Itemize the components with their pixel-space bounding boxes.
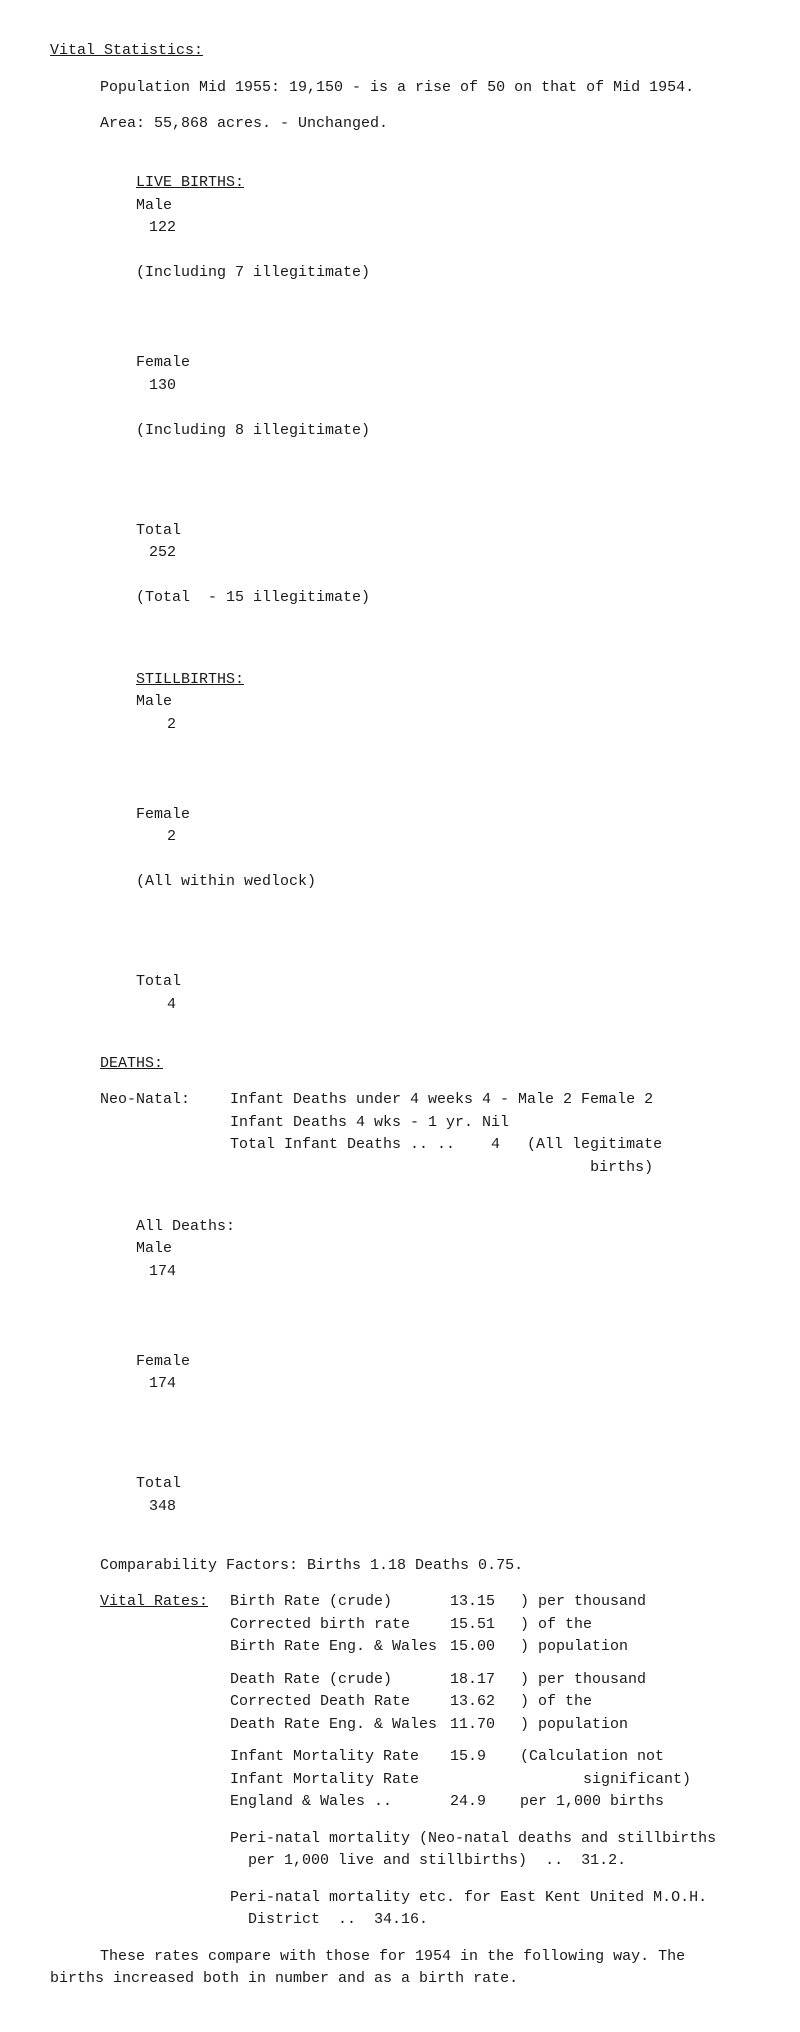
vr6-l: Death Rate Eng. & Wales — [230, 1714, 450, 1737]
perinatal1b: per 1,000 live and stillbirths) .. 31.2. — [230, 1850, 750, 1873]
vital-rates-label: Vital Rates: — [100, 1591, 230, 1814]
lb-total-note: (Total - 15 illegitimate) — [136, 587, 370, 610]
vr3-v: 15.00 — [450, 1636, 520, 1659]
vr9-v: 24.9 — [450, 1791, 520, 1814]
lb-female-n: 130 — [136, 375, 176, 398]
vr6-n: ) population — [520, 1714, 750, 1737]
lb-female-note: (Including 8 illegitimate) — [136, 420, 370, 443]
lb-male-n: 122 — [136, 217, 176, 240]
vr1-v: 13.15 — [450, 1591, 520, 1614]
ad-female-n: 174 — [136, 1373, 176, 1396]
vr1-l: Birth Rate (crude) — [230, 1591, 450, 1614]
stillbirths-label: STILLBIRTHS: — [136, 669, 266, 692]
sb-female-lbl: Female — [136, 804, 206, 827]
comparability-line: Comparability Factors: Births 1.18 Death… — [100, 1555, 750, 1578]
vr8-v — [450, 1769, 520, 1792]
lb-female-lbl: Female — [136, 352, 206, 375]
neonatal-l4: births) — [230, 1157, 662, 1180]
perinatal-2: Peri-natal mortality etc. for East Kent … — [230, 1887, 750, 1932]
vital-rates-block: Vital Rates: Birth Rate (crude)13.15) pe… — [100, 1591, 750, 1814]
lb-male-note: (Including 7 illegitimate) — [136, 262, 370, 285]
vr3-l: Birth Rate Eng. & Wales — [230, 1636, 450, 1659]
vr6-v: 11.70 — [450, 1714, 520, 1737]
ad-male-lbl: Male — [136, 1238, 206, 1261]
vr1-n: ) per thousand — [520, 1591, 750, 1614]
neonatal-l2: Infant Deaths 4 wks - 1 yr. Nil — [230, 1112, 662, 1135]
lb-male-lbl: Male — [136, 195, 206, 218]
vr2-l: Corrected birth rate — [230, 1614, 450, 1637]
live-births-label: LIVE BIRTHS: — [136, 172, 266, 195]
neonatal-label: Neo-Natal: — [100, 1089, 230, 1179]
ad-total-n: 348 — [136, 1496, 176, 1519]
vr9-l: England & Wales .. — [230, 1791, 450, 1814]
vr4-v: 18.17 — [450, 1669, 520, 1692]
neonatal-l3: Total Infant Deaths .. .. 4 (All legitim… — [230, 1134, 662, 1157]
perinatal1a: Peri-natal mortality (Neo-natal deaths a… — [230, 1828, 750, 1851]
vr7-v: 15.9 — [450, 1746, 520, 1769]
vr5-l: Corrected Death Rate — [230, 1691, 450, 1714]
lb-total-lbl: Total — [136, 520, 206, 543]
footer-a: These rates compare with those for 1954 … — [100, 1948, 685, 1965]
vr3-n: ) population — [520, 1636, 750, 1659]
deaths-header: DEATHS: — [100, 1055, 163, 1072]
sb-male-lbl: Male — [136, 691, 206, 714]
vr8-l: Infant Mortality Rate — [230, 1769, 450, 1792]
stillbirths-block: STILLBIRTHS: Male 2 Female 2 (All within… — [100, 646, 750, 1039]
ad-total-lbl: Total — [136, 1473, 206, 1496]
vr7-l: Infant Mortality Rate — [230, 1746, 450, 1769]
vr8-n: significant) — [520, 1769, 750, 1792]
footer-paragraph: These rates compare with those for 1954 … — [100, 1946, 750, 1991]
vr5-v: 13.62 — [450, 1691, 520, 1714]
page-title: Vital Statistics: — [50, 42, 203, 59]
ad-male-n: 174 — [136, 1261, 176, 1284]
neonatal-block: Neo-Natal: Infant Deaths under 4 weeks 4… — [100, 1089, 750, 1179]
lb-total-n: 252 — [136, 542, 176, 565]
vr7-n: (Calculation not — [520, 1746, 750, 1769]
sb-wedlock-note: (All within wedlock) — [136, 871, 316, 894]
sb-total-n: 4 — [136, 994, 176, 1017]
vr4-l: Death Rate (crude) — [230, 1669, 450, 1692]
all-deaths-block: All Deaths: Male 174 Female 174 Total 34… — [100, 1193, 750, 1541]
vr9-n: per 1,000 births — [520, 1791, 750, 1814]
population-line: Population Mid 1955: 19,150 - is a rise … — [100, 77, 750, 100]
vr2-n: ) of the — [520, 1614, 750, 1637]
perinatal2a: Peri-natal mortality etc. for East Kent … — [230, 1887, 750, 1910]
vr4-n: ) per thousand — [520, 1669, 750, 1692]
sb-female-n: 2 — [136, 826, 176, 849]
area-line: Area: 55,868 acres. - Unchanged. — [100, 113, 750, 136]
vr2-v: 15.51 — [450, 1614, 520, 1637]
perinatal2b: District .. 34.16. — [230, 1909, 750, 1932]
neonatal-l1: Infant Deaths under 4 weeks 4 - Male 2 F… — [230, 1089, 662, 1112]
perinatal-1: Peri-natal mortality (Neo-natal deaths a… — [230, 1828, 750, 1873]
all-deaths-label: All Deaths: — [136, 1216, 266, 1239]
sb-male-n: 2 — [136, 714, 176, 737]
ad-female-lbl: Female — [136, 1351, 206, 1374]
sb-total-lbl: Total — [136, 971, 206, 994]
footer-b: births increased both in number and as a… — [50, 1970, 518, 1987]
live-births-block: LIVE BIRTHS: Male 122 (Including 7 illeg… — [100, 150, 750, 633]
vr5-n: ) of the — [520, 1691, 750, 1714]
